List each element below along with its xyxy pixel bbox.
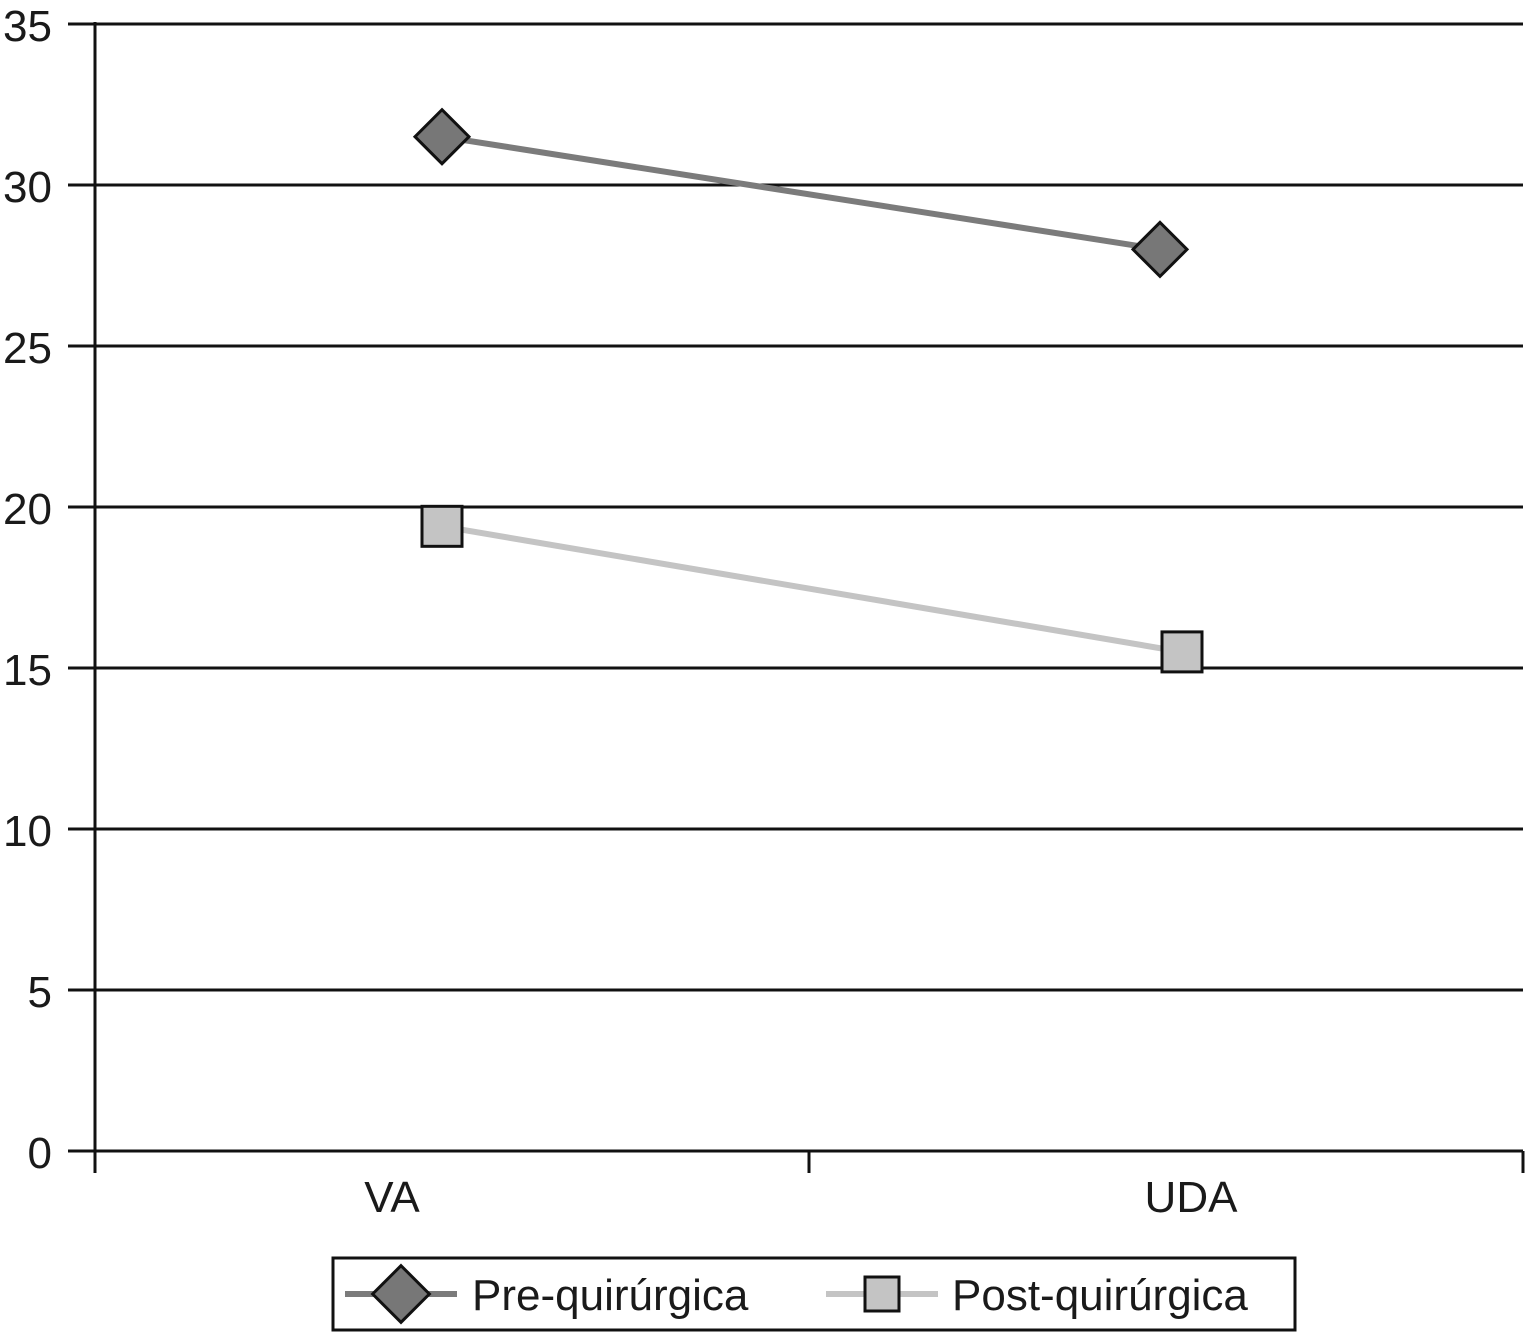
y-tick-label: 0 xyxy=(28,1129,52,1178)
y-tick-label: 25 xyxy=(3,324,52,373)
data-point-pre-uda xyxy=(1130,220,1190,279)
data-point-post-va xyxy=(420,504,464,548)
axes xyxy=(68,22,1525,1173)
y-tick-label: 20 xyxy=(3,485,52,534)
gridlines xyxy=(68,22,1523,992)
y-tick-label: 10 xyxy=(3,807,52,856)
data-point-post-uda xyxy=(1160,630,1204,674)
series-line-post xyxy=(441,523,1183,655)
legend: Pre-quirúrgica Post-quirúrgica xyxy=(331,1256,1297,1332)
legend-label: Post-quirúrgica xyxy=(952,1271,1248,1320)
y-tick-labels: 0 5 10 15 20 25 30 35 xyxy=(3,2,52,1178)
y-tick-label: 15 xyxy=(3,646,52,695)
x-tick-label: UDA xyxy=(1145,1173,1239,1222)
legend-marker xyxy=(370,1263,432,1325)
y-tick-label: 30 xyxy=(3,163,52,212)
y-tick-label: 35 xyxy=(3,2,52,51)
x-tick-labels: VA UDA xyxy=(364,1173,1238,1222)
legend-marker xyxy=(863,1275,901,1313)
legend-label: Pre-quirúrgica xyxy=(472,1271,749,1320)
series-line-pre xyxy=(441,133,1161,253)
series xyxy=(412,107,1204,674)
legend-box xyxy=(331,1256,1297,1332)
data-point-pre-va xyxy=(412,107,472,166)
y-tick-label: 5 xyxy=(28,968,52,1017)
x-tick-label: VA xyxy=(364,1173,420,1222)
